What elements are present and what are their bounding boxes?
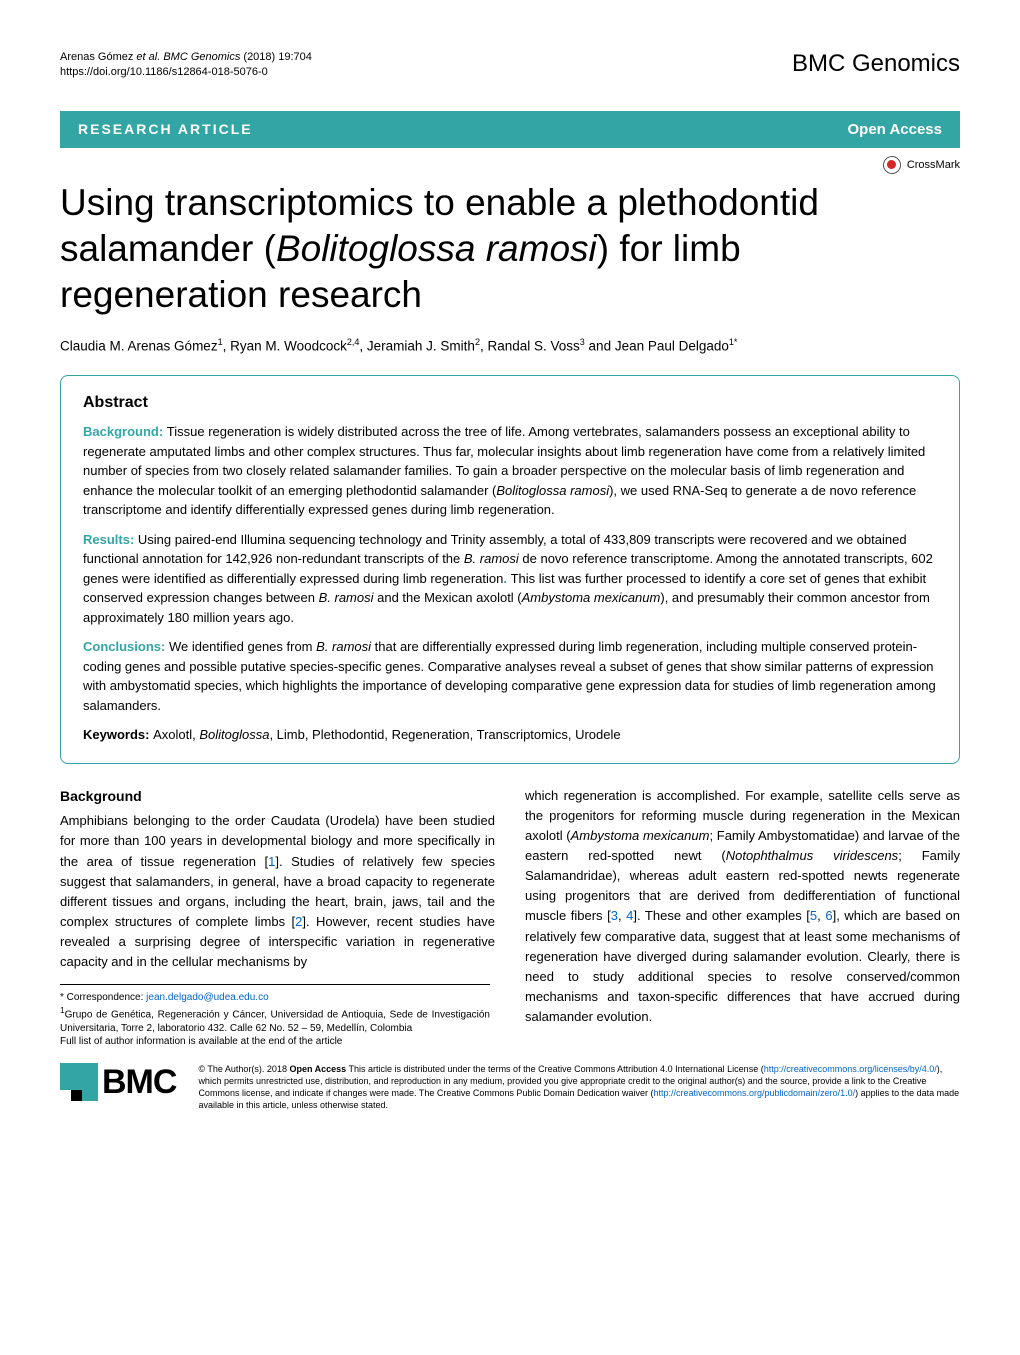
keywords-t1: Axolotl,: [153, 727, 199, 742]
bp2e: ], which are based on relatively few com…: [525, 908, 960, 1024]
author-2-aff: 2,4: [347, 337, 360, 347]
keywords-label: Keywords:: [83, 727, 153, 742]
body-para-2: which regeneration is accomplished. For …: [525, 786, 960, 1028]
doi-text: https://doi.org/10.1186/s12864-018-5076-…: [60, 66, 268, 78]
bp2-c1: ,: [618, 908, 626, 923]
body-col-left: Background Amphibians belonging to the o…: [60, 786, 495, 1049]
keywords-sp: Bolitoglossa: [199, 727, 269, 742]
bmc-logo-icon: [60, 1063, 98, 1101]
author-1: Claudia M. Arenas Gómez: [60, 338, 218, 353]
body-col-right: which regeneration is accomplished. For …: [525, 786, 960, 1049]
corr-email[interactable]: jean.delgado@udea.edu.co: [146, 992, 268, 1003]
bp2-sp1: Ambystoma mexicanum: [571, 828, 710, 843]
abstract-con-label: Conclusions:: [83, 639, 169, 654]
bp2d: ]. These and other examples [: [633, 908, 810, 923]
citation-etal: et al. BMC Genomics: [136, 51, 243, 63]
abstract-keywords: Keywords: Axolotl, Bolitoglossa, Limb, P…: [83, 725, 937, 745]
author-2: , Ryan M. Woodcock: [223, 338, 347, 353]
lic-url-2[interactable]: http://creativecommons.org/publicdomain/…: [653, 1088, 855, 1098]
author-5-aff: 1*: [729, 337, 738, 347]
journal-logo: BMC Genomics: [792, 50, 960, 78]
author-list: Claudia M. Arenas Gómez1, Ryan M. Woodco…: [60, 337, 960, 354]
abstract-con-t1: We identified genes from: [169, 639, 316, 654]
background-heading: Background: [60, 786, 495, 808]
bmc-logo-text: BMC: [102, 1063, 176, 1102]
author-5: and Jean Paul Delgado: [585, 338, 729, 353]
abstract-res-label: Results:: [83, 532, 138, 547]
crossmark-badge[interactable]: CrossMark: [60, 156, 960, 174]
abstract-res-sp3: Ambystoma mexicanum: [522, 590, 661, 605]
abstract-conclusions: Conclusions: We identified genes from B.…: [83, 637, 937, 715]
full-author-list-note: Full list of author information is avail…: [60, 1036, 342, 1047]
abstract-res-dot: .: [503, 571, 510, 586]
article-type-label: RESEARCH ARTICLE: [78, 121, 253, 137]
page-header: Arenas Gómez et al. BMC Genomics (2018) …: [60, 50, 960, 81]
citation-authors: Arenas Gómez: [60, 51, 136, 63]
title-species: Bolitoglossa ramosi: [276, 228, 597, 269]
citation-year: (2018) 19:704: [243, 51, 312, 63]
ref-6[interactable]: 6: [825, 908, 832, 923]
correspondence-footer: * Correspondence: jean.delgado@udea.edu.…: [60, 984, 490, 1048]
bp2-sp2: Notophthalmus viridescens: [726, 848, 898, 863]
license-bar: BMC © The Author(s). 2018 Open Access Th…: [60, 1063, 960, 1112]
lic-url-1[interactable]: http://creativecommons.org/licenses/by/4…: [764, 1064, 937, 1074]
license-text: © The Author(s). 2018 Open Access This a…: [198, 1063, 960, 1112]
abstract-results: Results: Using paired-end Illumina seque…: [83, 530, 937, 628]
open-access-label: Open Access: [848, 121, 943, 138]
lic-t2: This article is distributed under the te…: [346, 1064, 764, 1074]
abstract-res-sp1: B. ramosi: [464, 551, 519, 566]
author-3: , Jeramiah J. Smith: [359, 338, 475, 353]
crossmark-label: CrossMark: [907, 159, 960, 171]
abstract-heading: Abstract: [83, 394, 937, 412]
corr-label: * Correspondence:: [60, 992, 146, 1003]
lic-openaccess: Open Access: [289, 1064, 346, 1074]
abstract-res-t4: and the Mexican axolotl (: [374, 590, 522, 605]
abstract-res-sp2: B. ramosi: [319, 590, 374, 605]
abstract-background: Background: Tissue regeneration is widel…: [83, 422, 937, 520]
keywords-t2: , Limb, Plethodontid, Regeneration, Tran…: [269, 727, 620, 742]
aff-text: Grupo de Genética, Regeneración y Cáncer…: [60, 1009, 490, 1034]
lic-t1: © The Author(s). 2018: [198, 1064, 289, 1074]
abstract-con-sp1: B. ramosi: [316, 639, 371, 654]
article-title: Using transcriptomics to enable a pletho…: [60, 180, 860, 319]
author-4: , Randal S. Voss: [480, 338, 580, 353]
abstract-box: Abstract Background: Tissue regeneration…: [60, 375, 960, 764]
crossmark-icon: [883, 156, 901, 174]
abstract-bg-species: Bolitoglossa ramosi: [496, 483, 609, 498]
citation-block: Arenas Gómez et al. BMC Genomics (2018) …: [60, 50, 312, 81]
bmc-logo: BMC: [60, 1063, 176, 1102]
body-para-1: Amphibians belonging to the order Caudat…: [60, 811, 495, 972]
body-columns: Background Amphibians belonging to the o…: [60, 786, 960, 1049]
ref-3[interactable]: 3: [611, 908, 618, 923]
abstract-bg-label: Background:: [83, 424, 167, 439]
article-type-banner: RESEARCH ARTICLE Open Access: [60, 111, 960, 148]
